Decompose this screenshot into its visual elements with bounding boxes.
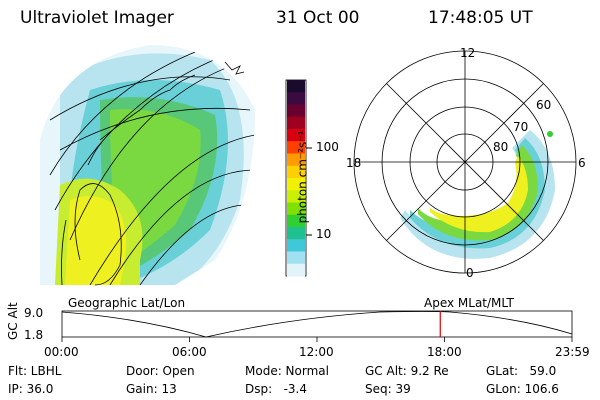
colorbar-swatch <box>287 104 305 118</box>
timeline-xtick: 06:00 <box>172 345 207 359</box>
colorbar-swatch <box>287 80 305 93</box>
timeline-ylabel: GC Alt <box>6 302 20 340</box>
colorbar-swatch <box>287 263 305 277</box>
left-panel-label: Geographic Lat/Lon <box>68 296 186 310</box>
mlt-label-6: 6 <box>578 156 586 170</box>
mlt-label-0: 0 <box>466 266 474 280</box>
colorbar-unit: photon cm⁻²s⁻¹ <box>295 130 310 224</box>
info-ip: IP: 36.0 <box>8 382 54 396</box>
time-label: 17:48:05 UT <box>428 8 533 28</box>
colorbar-tick-100: 100 <box>316 140 339 154</box>
timeline-xtick: 12:00 <box>299 345 334 359</box>
lat-label-80: 80 <box>493 140 509 154</box>
lat-label-60: 60 <box>536 98 552 112</box>
colorbar-swatch <box>287 116 305 130</box>
colorbar-swatch <box>287 239 305 252</box>
info-gain: Gain: 13 <box>126 382 177 396</box>
date-label: 31 Oct 00 <box>276 8 360 28</box>
mlt-label-18: 18 <box>346 156 362 170</box>
info-flt: Flt: LBHL <box>8 364 62 378</box>
colorbar-swatch <box>287 227 305 240</box>
info-glon: GLon: 106.6 <box>486 382 559 396</box>
timeline-ytick-min: 1.8 <box>24 328 44 342</box>
timeline-xtick: 18:00 <box>427 345 462 359</box>
timeline-ytick-max: 9.0 <box>24 306 44 320</box>
instrument-title: Ultraviolet Imager <box>20 8 174 28</box>
info-mode: Mode: Normal <box>245 364 329 378</box>
timeline-xtick: 23:59 <box>555 345 590 359</box>
mlt-label-12: 12 <box>460 46 476 60</box>
info-dsp: Dsp: -3.4 <box>245 382 308 396</box>
info-door: Door: Open <box>126 364 195 378</box>
colorbar-swatch <box>287 251 305 265</box>
colorbar-swatch <box>287 92 305 105</box>
info-glat: GLat: 59.0 <box>486 364 557 378</box>
timeline-xtick: 00:00 <box>44 345 79 359</box>
info-seq: Seq: 39 <box>365 382 411 396</box>
right-panel-label: Apex MLat/MLT <box>424 296 514 310</box>
info-gcalt: GC Alt: 9.2 Re <box>365 364 449 378</box>
lat-label-70: 70 <box>513 120 529 134</box>
colorbar-tick-10: 10 <box>316 227 332 241</box>
